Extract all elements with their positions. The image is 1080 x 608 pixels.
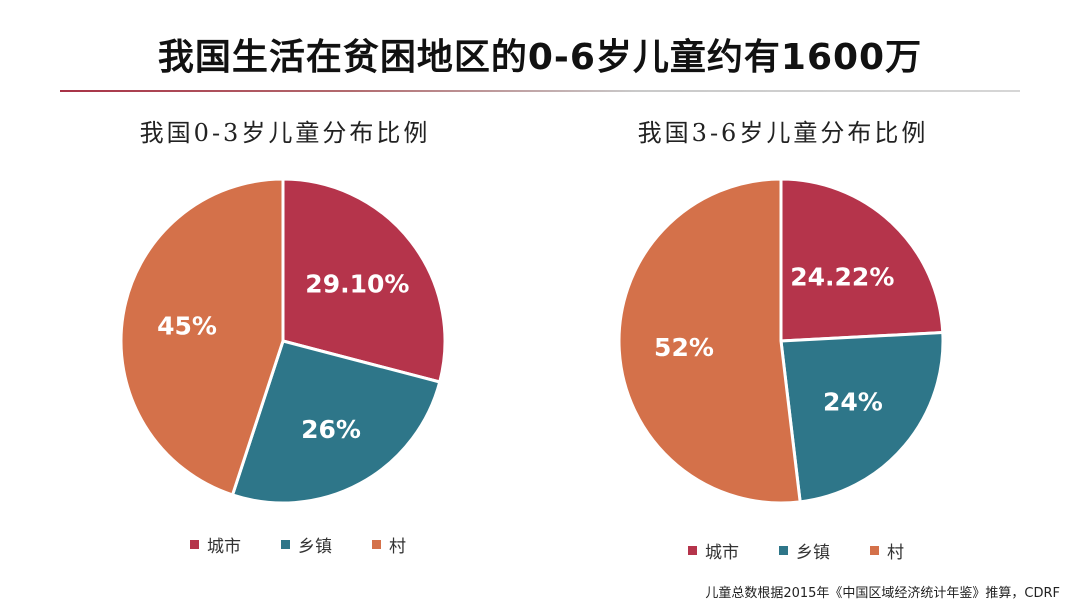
legend-0-3: 城市 乡镇 村 [190, 532, 406, 557]
pie-slice-0-0 [281, 177, 447, 384]
legend-label: 城市 [705, 543, 739, 563]
pie-slice-1-2 [617, 177, 802, 505]
legend-item-1-1: 乡镇 [779, 538, 830, 563]
legend-item-0-0: 城市 [190, 532, 241, 557]
legend-swatch [372, 540, 381, 549]
legend-label: 村 [389, 537, 406, 557]
data-label-0-2: 45% [157, 312, 217, 341]
data-label-0-1: 26% [301, 415, 361, 444]
pie-slice-1-1 [779, 330, 945, 504]
legend-label: 村 [887, 543, 904, 563]
chart-title-3-6: 我国3-6岁儿童分布比例 [637, 119, 929, 147]
data-label-1-1: 24% [823, 388, 883, 417]
source-note: 儿童总数根据2015年《中国区域经济统计年鉴》推算，CDRF [705, 586, 1060, 601]
legend-3-6: 城市 乡镇 村 [688, 538, 904, 563]
legend-swatch [688, 546, 697, 555]
legend-swatch [779, 546, 788, 555]
legend-swatch [190, 540, 199, 549]
data-label-1-2: 52% [654, 333, 714, 362]
pie-slice-1-0 [779, 177, 945, 343]
pie-slice-0-1 [230, 339, 442, 505]
legend-item-1-2: 村 [870, 538, 904, 563]
page-title: 我国生活在贫困地区的0-6岁儿童约有1600万 [157, 37, 923, 78]
legend-item-0-2: 村 [372, 532, 406, 557]
legend-item-0-1: 乡镇 [281, 532, 332, 557]
chart-title-0-3: 我国0-3岁儿童分布比例 [139, 119, 431, 147]
legend-label: 乡镇 [796, 543, 830, 563]
legend-swatch [870, 546, 879, 555]
legend-swatch [281, 540, 290, 549]
data-label-1-0: 24.22% [790, 262, 894, 291]
legend-label: 乡镇 [298, 537, 332, 557]
legend-item-1-0: 城市 [688, 538, 739, 563]
data-label-0-0: 29.10% [305, 270, 409, 299]
title-divider [60, 90, 1020, 92]
legend-label: 城市 [207, 537, 241, 557]
pie-slice-0-2 [119, 177, 285, 497]
